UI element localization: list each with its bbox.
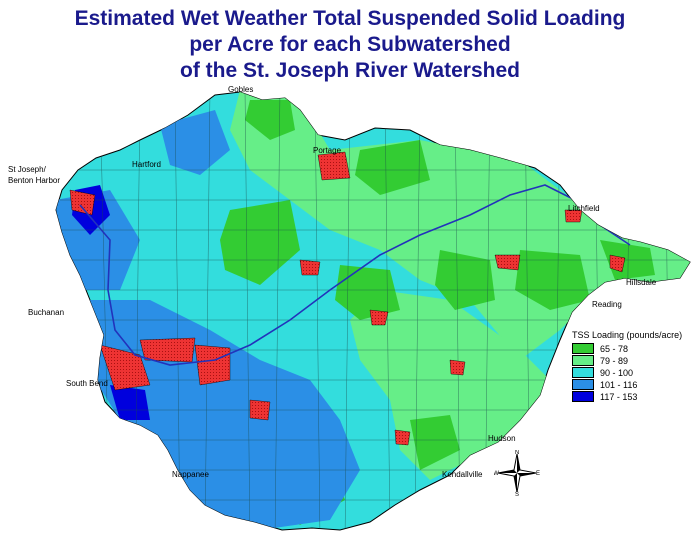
zone-65-78-c [335,265,400,320]
zone-117-153-southwest [110,385,150,420]
loading-zones [56,92,690,530]
compass-e: E [536,471,540,477]
map-title-line-2: per Acre for each Subwatershed [189,33,511,56]
place-hillsdale: Hillsdale [626,278,657,287]
map-title-line-1: Estimated Wet Weather Total Suspended So… [74,7,626,30]
legend-swatch [572,355,594,366]
watershed-map [55,91,691,531]
legend-item: 79 - 89 [572,355,682,366]
legend-label: 90 - 100 [600,367,634,378]
zone-65-78-b [220,200,300,285]
place-hartford: Hartford [132,160,161,169]
place-benton-harbor: Benton Harbor [8,176,61,185]
legend-label: 79 - 89 [600,355,629,366]
legend-item: 117 - 153 [572,391,682,402]
legend-swatch [572,379,594,390]
legend-swatch [572,367,594,378]
place-south-bend: South Bend [66,379,108,388]
legend-label: 117 - 153 [600,391,638,402]
compass-n: N [515,450,519,456]
place-st-joseph: St Joseph/ [8,165,46,174]
compass-rose: N S E W [494,450,540,496]
place-buchanan: Buchanan [28,308,65,317]
legend-label: 65 - 78 [600,343,629,354]
place-litchfield: Litchfield [568,204,600,213]
zone-65-78-h [410,415,460,470]
zone-65-78-e [515,250,590,310]
legend-label: 101 - 116 [600,379,638,390]
legend-title: TSS Loading (pounds/acre) [572,330,683,340]
place-reading: Reading [592,300,622,309]
place-portage: Portage [313,146,342,155]
legend-items: 65 - 78 79 - 89 90 - 100 101 - 116 117 - 153 [572,343,682,402]
place-gobles: Gobles [228,85,254,94]
compass-s: S [515,492,519,496]
place-kendallville: Kendallville [442,470,483,479]
st-joseph-river [79,184,631,366]
legend-swatch [572,391,594,402]
legend-item: 90 - 100 [572,367,682,378]
compass-w: W [494,471,499,477]
zone-101-116-north [160,110,230,175]
subwatershed-boundaries [60,92,690,530]
zone-65-78-a [245,100,295,140]
legend-item: 65 - 78 [572,343,682,354]
urban-areas [69,151,626,446]
legend-swatch [572,343,594,354]
zone-65-78-d [435,250,495,310]
place-nappanee: Nappanee [172,470,209,479]
place-hudson: Hudson [488,434,516,443]
map-title: Estimated Wet Weather Total Suspended So… [0,6,700,84]
legend-item: 101 - 116 [572,379,682,390]
map-title-line-3: of the St. Joseph River Watershed [180,59,520,82]
zone-65-78-i [355,140,430,195]
map-legend: TSS Loading (pounds/acre) 65 - 78 79 - 89… [572,330,682,403]
